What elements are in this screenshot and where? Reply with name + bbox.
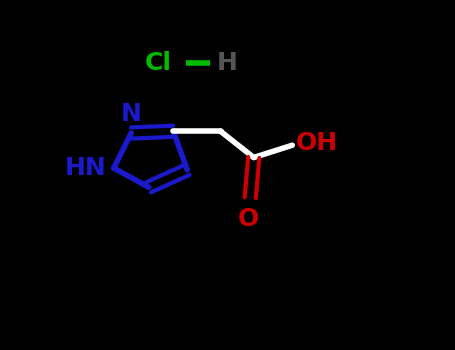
Text: HN: HN	[65, 156, 107, 180]
Text: OH: OH	[296, 132, 338, 155]
Text: O: O	[238, 206, 259, 231]
Text: Cl: Cl	[145, 51, 172, 75]
Text: H: H	[217, 51, 238, 75]
Text: N: N	[121, 102, 142, 126]
